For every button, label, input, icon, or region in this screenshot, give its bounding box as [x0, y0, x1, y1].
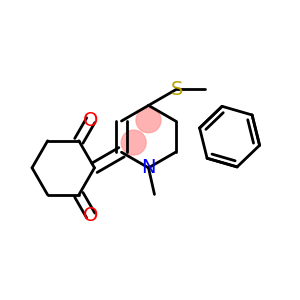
Text: O: O — [83, 111, 98, 130]
Text: N: N — [141, 158, 156, 177]
Circle shape — [121, 130, 146, 155]
Circle shape — [136, 108, 161, 133]
Text: S: S — [171, 80, 183, 98]
Text: O: O — [83, 206, 98, 225]
